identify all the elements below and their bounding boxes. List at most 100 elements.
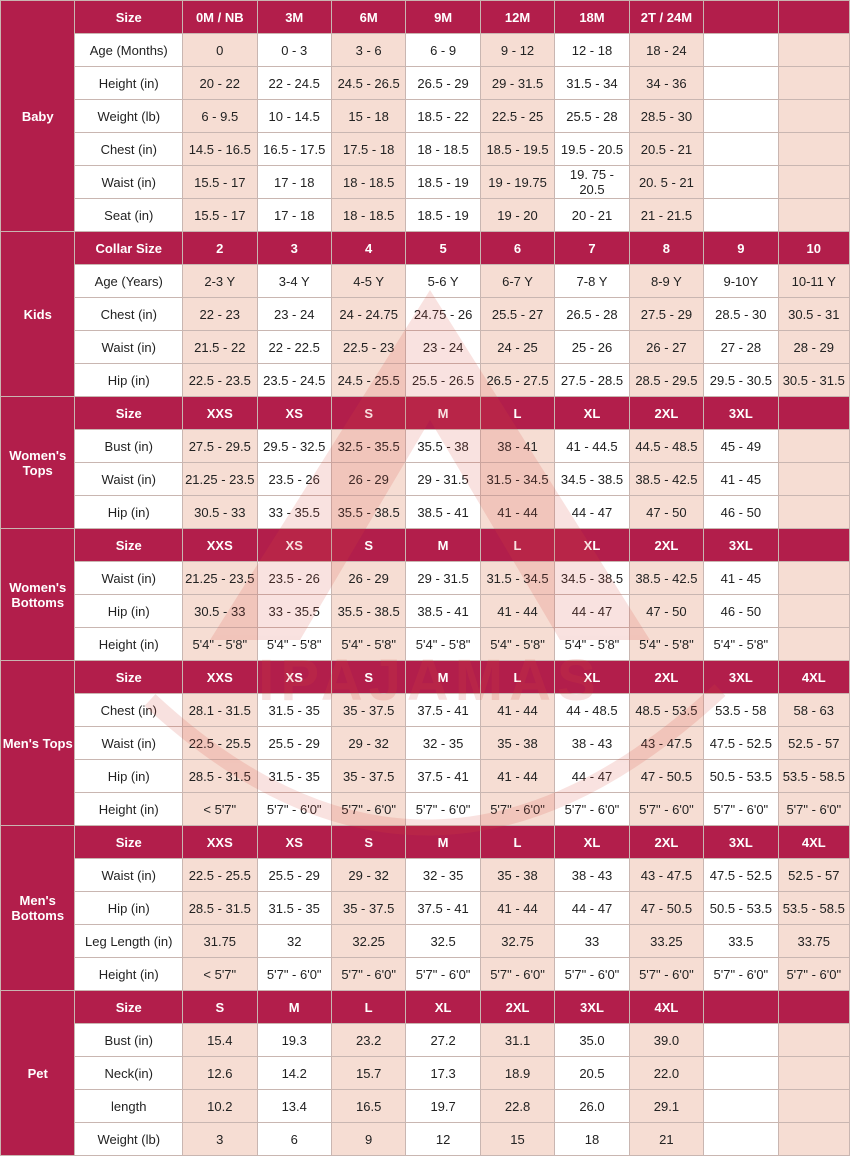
table-cell: 28.5 - 29.5 (628, 363, 705, 397)
table-cell (703, 1056, 779, 1090)
men-s-tops-section-title: Men's Tops (0, 660, 76, 826)
table-cell: 18 (554, 1122, 630, 1156)
table-cell: 14.2 (256, 1056, 332, 1090)
table-row: Height (in) < 5'7" 5'7" - 6'0" 5'7" - 6'0" 5… (1, 957, 850, 991)
table-cell: 27.5 - 28.5 (554, 363, 630, 397)
measurement-label: Waist (in) (74, 726, 184, 760)
table-cell: 5'7" - 6'0" (405, 957, 481, 991)
table-cell: 44 - 47 (554, 594, 630, 628)
table-cell: 10 - 14.5 (256, 99, 332, 133)
table-cell: 26 - 27 (628, 330, 705, 364)
table-cell: 38.5 - 41 (405, 495, 481, 529)
table-cell: 5'7" - 6'0" (777, 957, 850, 991)
size-header: 3 (256, 231, 332, 265)
size-header: 8 (628, 231, 705, 265)
table-cell: 5'7" - 6'0" (256, 957, 332, 991)
measurement-label: Hip (in) (74, 891, 184, 925)
table-cell: 38 - 43 (554, 726, 630, 760)
kids-header-row: Kids Collar Size 2 3 4 5 6 7 8 9 10 (0, 231, 850, 397)
table-cell: 5'4" - 5'8" (628, 627, 705, 661)
table-cell: 5'7" - 6'0" (330, 957, 407, 991)
table-cell: 45 - 49 (703, 429, 779, 463)
measurement-label: Waist (in) (74, 561, 184, 595)
table-cell: 41 - 44 (479, 495, 556, 529)
size-header: 3M (256, 0, 332, 34)
table-cell: 31.5 - 35 (256, 759, 332, 793)
table-cell (703, 99, 779, 133)
table-cell: 21.5 - 22 (182, 330, 258, 364)
table-cell: 9 - 12 (479, 33, 556, 67)
measurement-label: Hip (in) (74, 759, 184, 793)
table-cell: 22.5 - 25.5 (182, 726, 258, 760)
table-cell: 23 - 24 (405, 330, 481, 364)
table-row: Hip (in) 28.5 - 31.5 31.5 - 35 35 - 37.5 37.… (1, 891, 850, 925)
header-label: Size (74, 825, 184, 859)
table-cell: 27.5 - 29.5 (182, 429, 258, 463)
table-cell: 33 - 35.5 (256, 495, 332, 529)
men-s-tops-header-row: Men's Tops Size XXS XS S M L XL 2XL 3XL 4XL (0, 660, 850, 826)
measurement-label: Hip (in) (74, 363, 184, 397)
table-cell: 35 - 37.5 (330, 693, 407, 727)
measurement-label: Height (in) (74, 792, 184, 826)
size-header (777, 396, 850, 430)
table-cell: 39.0 (628, 1023, 705, 1057)
table-cell (777, 462, 850, 496)
table-cell: 38 - 43 (554, 858, 630, 892)
table-row: Hip (in) 28.5 - 31.5 31.5 - 35 35 - 37.5 37.… (1, 759, 850, 793)
table-cell: 20.5 - 21 (628, 132, 705, 166)
table-row: Chest (in) 22 - 23 23 - 24 24 - 24.75 24.75 … (1, 297, 850, 331)
table-row: Hip (in) 22.5 - 23.5 23.5 - 24.5 24.5 - 25.… (1, 363, 850, 397)
table-cell: 20. 5 - 21 (628, 165, 705, 199)
table-cell: 20.5 (554, 1056, 630, 1090)
table-cell: 29 - 32 (330, 726, 407, 760)
table-cell: 15.7 (330, 1056, 407, 1090)
table-cell: 33 - 35.5 (256, 594, 332, 628)
size-header: 7 (554, 231, 630, 265)
size-header (703, 0, 779, 34)
table-cell: 41 - 45 (703, 462, 779, 496)
size-header: 4XL (628, 990, 705, 1024)
table-cell: 22.5 - 25 (479, 99, 556, 133)
table-cell: 25.5 - 27 (479, 297, 556, 331)
table-cell: 23.5 - 26 (256, 561, 332, 595)
header-label: Size (74, 396, 184, 430)
table-cell (703, 165, 779, 199)
table-cell: 15.5 - 17 (182, 165, 258, 199)
pet-section-title: Pet (0, 990, 76, 1156)
table-cell: 31.5 - 34.5 (479, 561, 556, 595)
size-header: M (405, 528, 481, 562)
table-cell: 53.5 - 58.5 (777, 759, 850, 793)
table-cell: 34.5 - 38.5 (554, 561, 630, 595)
size-header: 3XL (554, 990, 630, 1024)
table-cell: 28.5 - 30 (703, 297, 779, 331)
table-cell: 29.1 (628, 1089, 705, 1123)
table-cell: 35 - 38 (479, 726, 556, 760)
table-row: Waist (in) 21.5 - 22 22 - 22.5 22.5 - 23 23 … (1, 330, 850, 364)
size-header (703, 990, 779, 1024)
table-cell: 24.5 - 26.5 (330, 66, 407, 100)
size-header: L (479, 528, 556, 562)
table-cell: 5'4" - 5'8" (405, 627, 481, 661)
table-cell: 38.5 - 42.5 (628, 462, 705, 496)
table-cell: 17 - 18 (256, 198, 332, 232)
table-cell: 25.5 - 29 (256, 858, 332, 892)
size-header: 3XL (703, 825, 779, 859)
table-cell: 0 - 3 (256, 33, 332, 67)
header-label: Collar Size (74, 231, 184, 265)
size-header: 4 (330, 231, 407, 265)
table-cell: 6 - 9 (405, 33, 481, 67)
table-row: Chest (in) 14.5 - 16.5 16.5 - 17.5 17.5 - 1… (1, 132, 850, 166)
size-header: S (330, 528, 407, 562)
table-cell: 35.5 - 38.5 (330, 594, 407, 628)
table-cell: 5'7" - 6'0" (703, 957, 779, 991)
measurement-label: Hip (in) (74, 594, 184, 628)
table-cell (777, 1023, 850, 1057)
table-cell: 5'4" - 5'8" (256, 627, 332, 661)
table-row: Hip (in) 30.5 - 33 33 - 35.5 35.5 - 38.5 38.… (1, 495, 850, 529)
baby-section-title: Baby (0, 0, 76, 232)
size-header: S (330, 825, 407, 859)
table-row: Waist (in) 22.5 - 25.5 25.5 - 29 29 - 32 32 … (1, 858, 850, 892)
measurement-label: Chest (in) (74, 132, 184, 166)
table-cell: 44 - 48.5 (554, 693, 630, 727)
